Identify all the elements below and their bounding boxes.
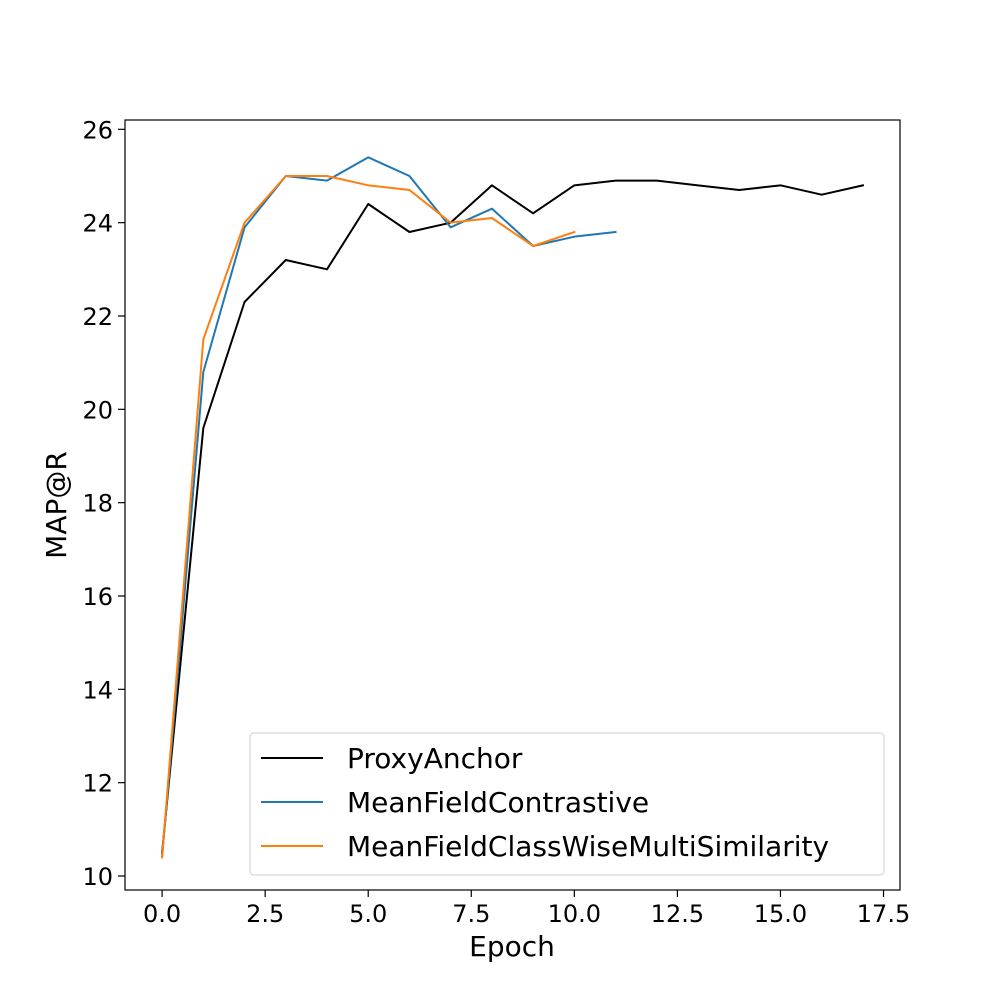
x-tick-label: 10.0 [548, 900, 601, 928]
x-tick-label: 15.0 [754, 900, 807, 928]
y-tick-label: 10 [82, 863, 113, 891]
series-line-meanfieldclasswisemultisimilarity [161, 175, 576, 859]
y-tick-label: 12 [82, 770, 113, 798]
series-line-proxyanchor [161, 179, 865, 854]
y-tick-label: 22 [82, 303, 113, 331]
series-layer [161, 156, 865, 859]
x-axis: 0.0 2.5 5.0 7.5 10.0 12.5 15.0 17.5 [143, 890, 910, 928]
legend-entries: ProxyAnchor MeanFieldContrastive MeanField… [261, 742, 829, 863]
x-tick-label: 12.5 [651, 900, 704, 928]
legend: ProxyAnchor MeanFieldContrastive MeanField… [249, 732, 885, 876]
y-tick-label: 26 [82, 116, 113, 144]
y-tick-label: 20 [82, 396, 113, 424]
y-tick-label: 18 [82, 490, 113, 518]
y-tick-label: 24 [82, 210, 113, 238]
y-axis-label: MAP@R [40, 451, 73, 559]
legend-label: MeanFieldContrastive [347, 786, 649, 819]
y-tick-label: 16 [82, 583, 113, 611]
y-tick-label: 14 [82, 676, 113, 704]
legend-frame [249, 732, 885, 876]
legend-label: MeanFieldClassWiseMultiSimilarity [347, 830, 829, 863]
x-axis-label: Epoch [469, 930, 555, 963]
x-tick-label: 5.0 [349, 900, 387, 928]
x-tick-label: 7.5 [452, 900, 490, 928]
x-tick-label: 0.0 [143, 900, 181, 928]
y-axis: 10 12 14 16 18 20 22 24 26 [82, 116, 125, 891]
legend-label: ProxyAnchor [347, 742, 523, 775]
x-tick-label: 2.5 [246, 900, 284, 928]
x-tick-label: 17.5 [857, 900, 910, 928]
